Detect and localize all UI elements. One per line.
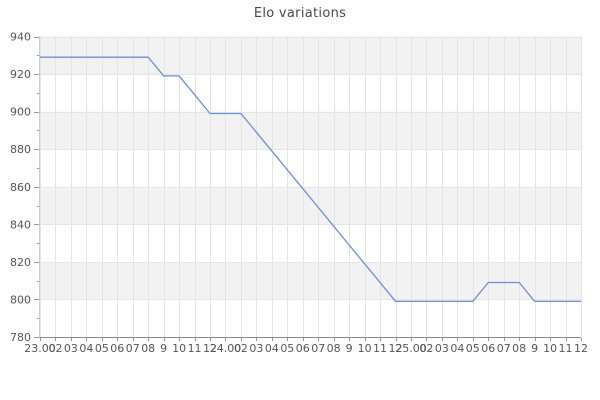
y-axis-label: 800 bbox=[10, 293, 31, 306]
x-axis-label: 05 bbox=[280, 342, 294, 355]
x-axis-label: 10 bbox=[543, 342, 557, 355]
x-axis-label: 07 bbox=[311, 342, 325, 355]
x-axis-label: 11 bbox=[188, 342, 202, 355]
x-axis-label: 06 bbox=[296, 342, 310, 355]
plot-band bbox=[40, 36, 581, 75]
x-axis-label: 9 bbox=[531, 342, 538, 355]
y-axis-label: 860 bbox=[10, 181, 31, 194]
x-axis-label: 12 bbox=[389, 342, 403, 355]
x-axis-label: 10 bbox=[358, 342, 372, 355]
x-tick-marks bbox=[40, 338, 582, 341]
x-axis-label: 23.00 bbox=[24, 342, 56, 355]
x-axis-label: 25.00 bbox=[395, 342, 427, 355]
x-axis-label: 03 bbox=[249, 342, 263, 355]
x-axis-label: 08 bbox=[512, 342, 526, 355]
x-axis-label: 04 bbox=[265, 342, 279, 355]
y-axis-label: 840 bbox=[10, 218, 31, 231]
x-axis-label: 08 bbox=[141, 342, 155, 355]
x-axis-label: 02 bbox=[48, 342, 62, 355]
y-axis-label: 940 bbox=[10, 31, 31, 44]
y-axis-label: 920 bbox=[10, 68, 31, 81]
x-axis-label: 07 bbox=[126, 342, 140, 355]
plot-band bbox=[40, 111, 581, 150]
x-axis-label: 05 bbox=[95, 342, 109, 355]
x-axis-label: 11 bbox=[373, 342, 387, 355]
y-axis-label: 880 bbox=[10, 143, 31, 156]
x-axis-label: 10 bbox=[172, 342, 186, 355]
x-axis-label: 03 bbox=[64, 342, 78, 355]
elo-series-line bbox=[40, 56, 581, 302]
x-axis-label: 12 bbox=[574, 342, 588, 355]
x-axis-label: 05 bbox=[466, 342, 480, 355]
y-axis-label: 900 bbox=[10, 106, 31, 119]
y-axis-label: 820 bbox=[10, 256, 31, 269]
x-gridlines bbox=[40, 36, 582, 337]
chart-title: Elo variations bbox=[253, 6, 347, 21]
y-tick-marks bbox=[34, 37, 39, 338]
x-axis-label: 06 bbox=[481, 342, 495, 355]
x-axis-label: 02 bbox=[234, 342, 248, 355]
x-axis-label: 02 bbox=[419, 342, 433, 355]
x-axis-label: 12 bbox=[203, 342, 217, 355]
y-axis-labels: 940 920 900 880 860 840 820 800 780 bbox=[10, 31, 31, 345]
x-axis-label: 08 bbox=[327, 342, 341, 355]
x-axis-label: 9 bbox=[346, 342, 353, 355]
y-axis-label: 780 bbox=[10, 331, 31, 344]
x-axis-label: 07 bbox=[497, 342, 511, 355]
x-axis-label: 03 bbox=[435, 342, 449, 355]
plot-bands bbox=[40, 36, 581, 300]
x-axis-label: 9 bbox=[160, 342, 167, 355]
x-axis-label: 04 bbox=[450, 342, 464, 355]
plot-band bbox=[40, 186, 581, 225]
x-axis-label: 06 bbox=[110, 342, 124, 355]
x-axis-label: 11 bbox=[559, 342, 573, 355]
x-axis-label: 04 bbox=[79, 342, 93, 355]
plot-band bbox=[40, 261, 581, 300]
x-axis-label: 24.00 bbox=[210, 342, 242, 355]
